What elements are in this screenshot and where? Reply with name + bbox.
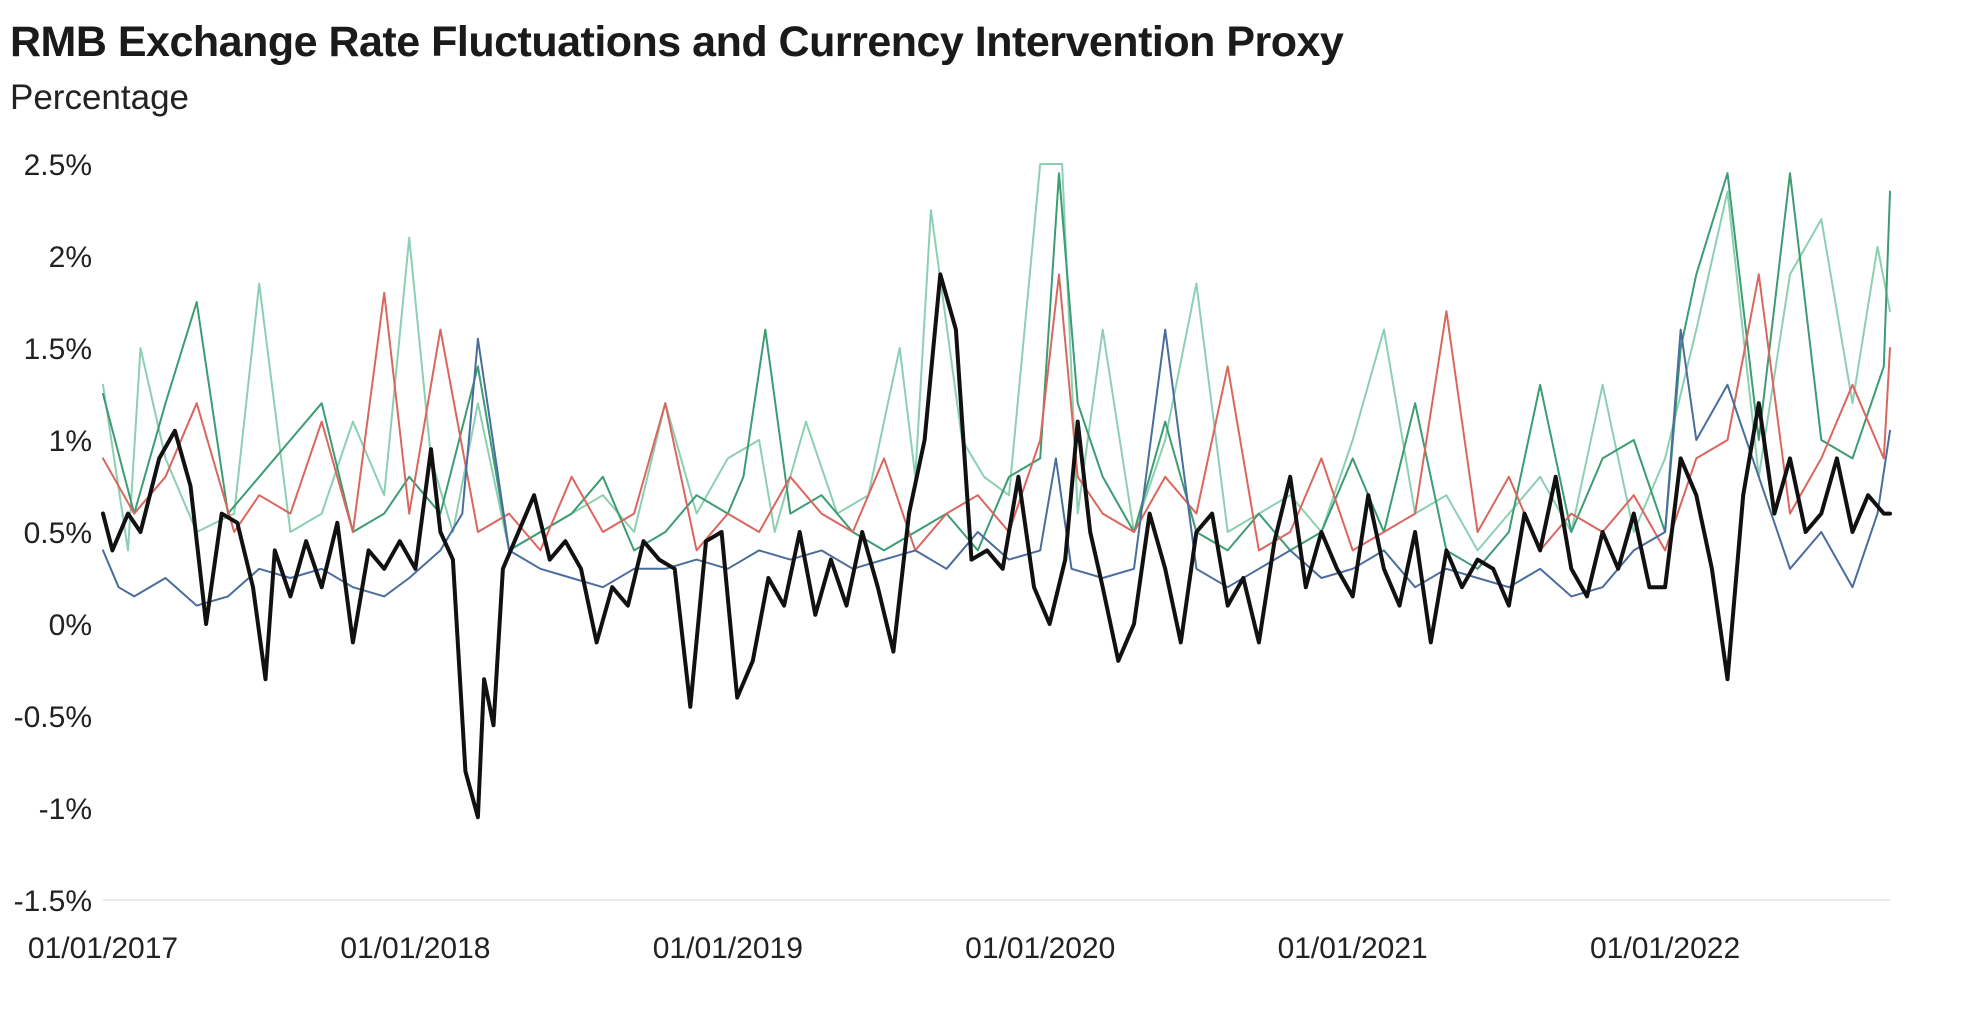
chart-subtitle: Percentage (10, 78, 190, 117)
plot-area (101, 163, 1892, 820)
y-tick-label: -0.5% (14, 701, 92, 734)
x-axis: 01/01/2017 01/01/2018 01/01/2019 01/01/2020… (28, 932, 1740, 965)
series-line-intervention-proxy (101, 272, 1892, 820)
x-tick-label: 01/01/2019 (653, 932, 803, 965)
x-tick-label: 01/01/2022 (1590, 932, 1740, 965)
y-tick-label: -1% (39, 793, 92, 826)
y-tick-label: 0.5% (24, 517, 92, 550)
y-tick-label: -1.5% (14, 885, 92, 918)
x-tick-label: 01/01/2021 (1278, 932, 1428, 965)
x-tick-label: 01/01/2018 (340, 932, 490, 965)
y-tick-label: 1.5% (24, 333, 92, 366)
x-tick-label: 01/01/2020 (965, 932, 1115, 965)
y-tick-label: 2.5% (24, 149, 92, 182)
y-tick-label: 0% (49, 609, 92, 642)
series-line-series-blue (102, 328, 1891, 607)
y-axis: 2.5% 2% 1.5% 1% 0.5% 0% -0.5% -1% -1.5% (14, 149, 92, 918)
series-line-series-red (102, 273, 1891, 552)
y-tick-label: 2% (49, 241, 92, 274)
series-line-series-light-green (102, 163, 1891, 552)
x-tick-label: 01/01/2017 (28, 932, 178, 965)
chart-title: RMB Exchange Rate Fluctuations and Curre… (10, 18, 1344, 66)
y-tick-label: 1% (49, 425, 92, 458)
